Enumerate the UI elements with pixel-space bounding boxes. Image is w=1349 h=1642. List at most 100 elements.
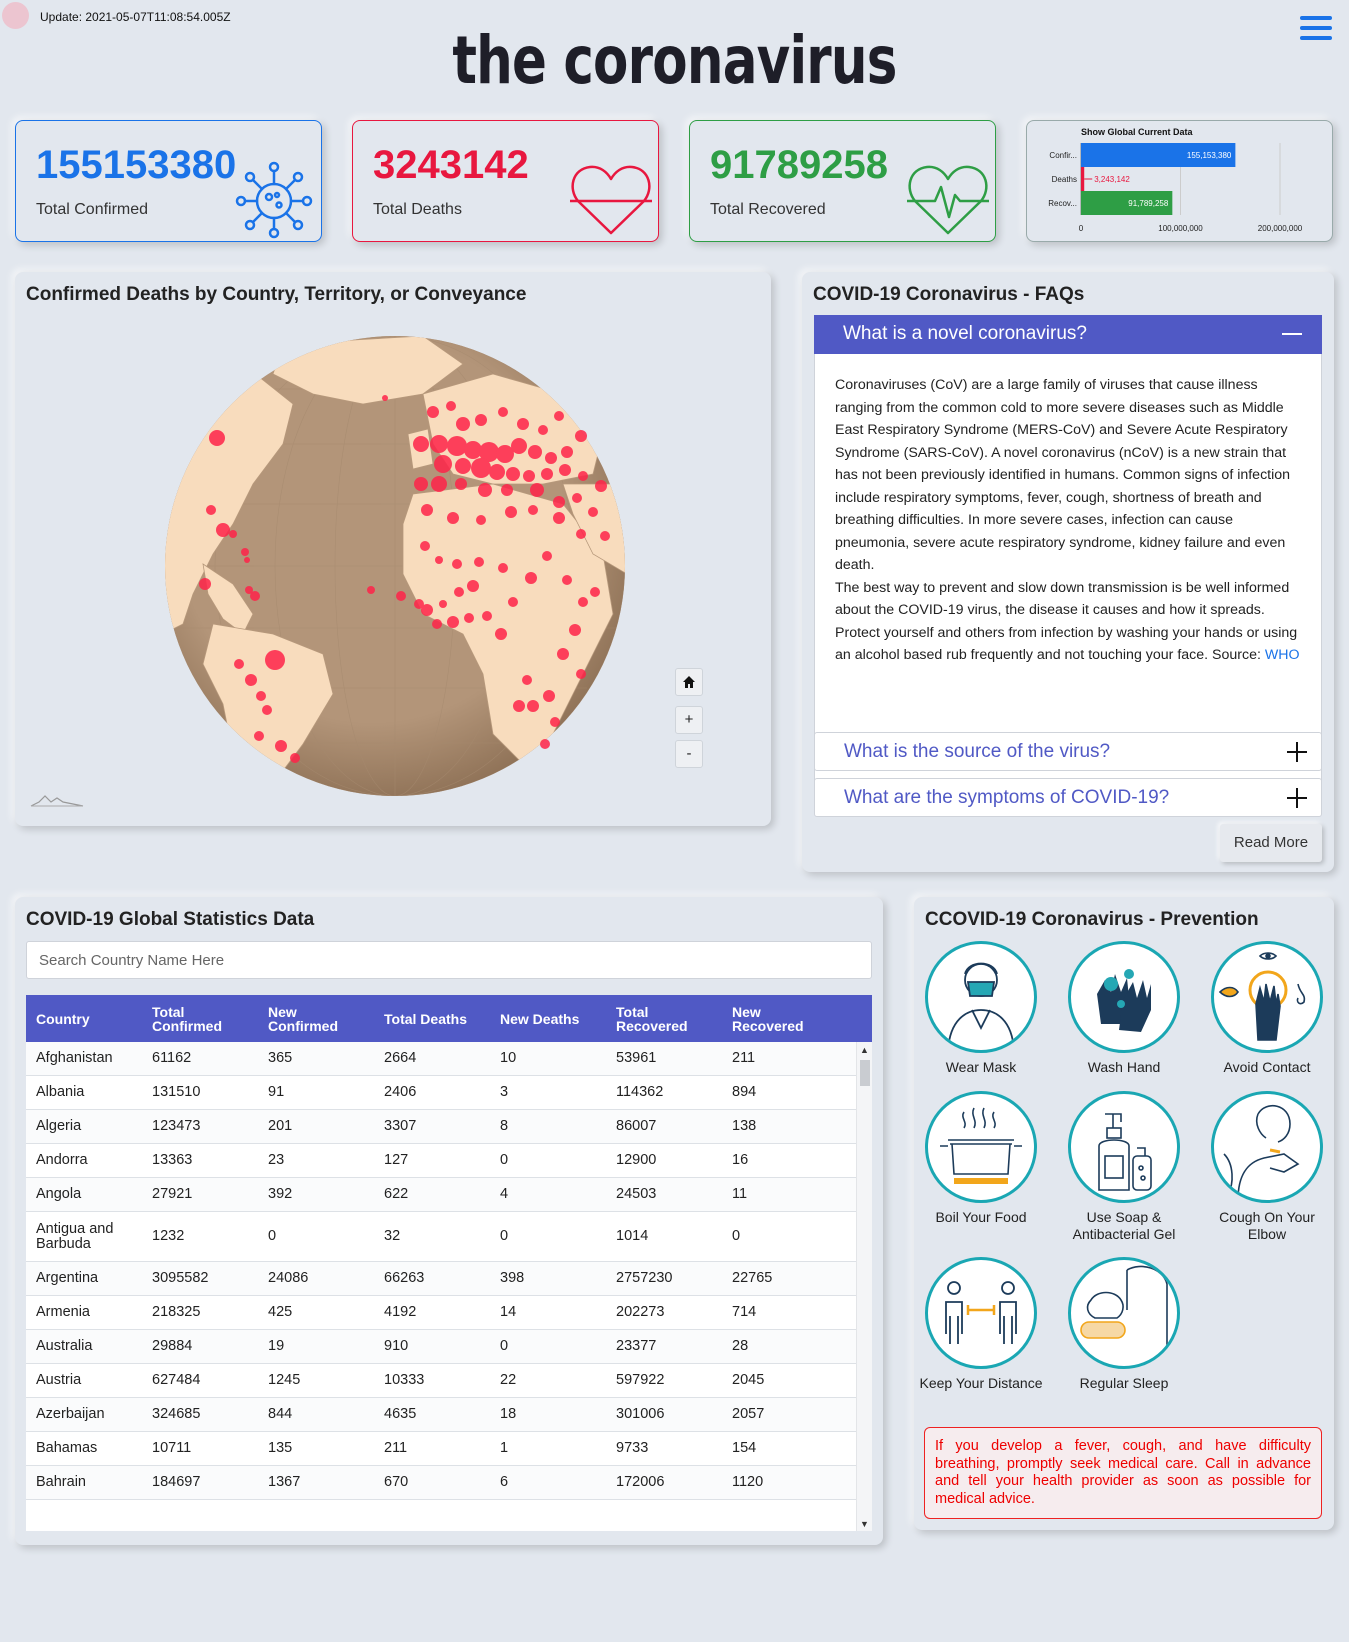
map-death-marker (482, 611, 492, 621)
value-cell: 2406 (384, 1084, 417, 1100)
table-row: Albania 131510 91 2406 3 114362 894 (26, 1076, 856, 1110)
globe-map[interactable] (163, 334, 627, 798)
faq-question-source[interactable]: What is the source of the virus? (814, 732, 1322, 771)
menu-icon[interactable] (1300, 16, 1332, 42)
value-cell: 184697 (152, 1474, 201, 1490)
sleep-icon (1068, 1257, 1180, 1369)
value-cell: 13363 (152, 1152, 193, 1168)
read-more-button[interactable]: Read More (1220, 824, 1322, 862)
value-cell: 910 (384, 1338, 409, 1354)
map-death-marker (447, 436, 467, 456)
column-header[interactable]: Total Confirmed (152, 1003, 222, 1034)
chart-data-label: 3,243,142 (1094, 175, 1130, 184)
value-cell: 4192 (384, 1304, 417, 1320)
value-cell: 2045 (732, 1372, 765, 1388)
map-death-marker (431, 476, 447, 492)
zoom-out-button[interactable]: - (675, 740, 703, 768)
table-scrollbar[interactable]: ▲ ▼ (856, 1042, 872, 1531)
faq-panel: COVID-19 Coronavirus - FAQs What is a no… (802, 272, 1334, 872)
value-cell: 201 (268, 1118, 293, 1134)
map-death-marker (421, 504, 433, 516)
map-death-marker (578, 471, 588, 481)
value-cell: 66263 (384, 1270, 425, 1286)
value-cell: 53961 (616, 1050, 657, 1066)
faq-answer-p2-text: The best way to prevent and slow down tr… (835, 579, 1298, 664)
country-cell: Bahamas (36, 1440, 98, 1456)
prevention-wash-hand: Wash Hand (1057, 941, 1191, 1076)
who-link[interactable]: WHO (1264, 647, 1300, 663)
table-row: Austria 627484 1245 10333 22 597922 2045 (26, 1364, 856, 1398)
faq-question-symptoms[interactable]: What are the symptoms of COVID-19? (814, 778, 1322, 817)
map-death-marker (245, 674, 257, 686)
confirmed-value: 155153380 (36, 143, 237, 187)
column-header[interactable]: Total Recovered (616, 1003, 688, 1034)
country-cell: Azerbaijan (36, 1406, 105, 1422)
column-header[interactable]: New Deaths (500, 1010, 580, 1027)
value-cell: 131510 (152, 1084, 201, 1100)
faq-question-label: What are the symptoms of COVID-19? (844, 787, 1170, 808)
map-death-marker (216, 523, 230, 537)
scroll-up-icon[interactable]: ▲ (860, 1045, 869, 1055)
map-death-marker (414, 599, 424, 609)
map-death-marker (475, 414, 487, 426)
value-cell: 1367 (268, 1474, 301, 1490)
map-death-marker (489, 464, 505, 480)
plus-icon (1287, 788, 1307, 808)
column-header[interactable]: New Confirmed (268, 1003, 338, 1034)
bar-chart: Show Global Current Data 155,153,380 3,24… (1048, 127, 1303, 233)
map-death-marker (545, 452, 557, 464)
country-search-input[interactable] (26, 941, 872, 979)
map-death-marker (421, 604, 433, 616)
deaths-value: 3243142 (373, 143, 529, 187)
country-cell: Argentina (36, 1270, 99, 1286)
country-cell: Antigua and Barbuda (36, 1220, 114, 1252)
value-cell: 127 (384, 1152, 409, 1168)
map-death-marker (456, 417, 470, 431)
map-death-marker (540, 739, 550, 749)
country-cell: Austria (36, 1372, 82, 1388)
value-cell: 11 (732, 1186, 748, 1202)
map-death-marker (435, 556, 443, 564)
map-death-marker (254, 731, 264, 741)
prevention-label: Avoid Contact (1223, 1059, 1311, 1075)
value-cell: 14 (500, 1304, 517, 1320)
table-row: Argentina 3095582 24086 66263 398 2757230 2276… (26, 1262, 856, 1296)
table-row: Australia 29884 19 910 0 23377 28 (26, 1330, 856, 1364)
value-cell: 9733 (616, 1440, 649, 1456)
map-death-marker (199, 578, 211, 590)
value-cell: 1014 (616, 1228, 649, 1244)
column-header[interactable]: Country (36, 1010, 90, 1027)
map-death-marker (569, 624, 581, 636)
zoom-in-button[interactable]: + (675, 706, 703, 734)
map-death-marker (447, 512, 459, 524)
home-button[interactable] (675, 668, 703, 696)
column-header[interactable]: Total Deaths (384, 1010, 467, 1027)
map-death-marker (241, 548, 249, 556)
column-header[interactable]: New Recovered (732, 1003, 804, 1034)
value-cell: 218325 (152, 1304, 201, 1320)
value-cell: 844 (268, 1406, 293, 1422)
distance-icon (925, 1257, 1037, 1369)
faq-answer-p1: Coronaviruses (CoV) are a large family o… (835, 377, 1291, 573)
country-cell: Armenia (36, 1304, 90, 1320)
table-row: Azerbaijan 324685 844 4635 18 301006 2057 (26, 1398, 856, 1432)
chart-data-label: 91,789,258 (1128, 199, 1169, 208)
confirmed-card: 155153380 Total Confirmed (15, 120, 322, 242)
value-cell: 23 (268, 1152, 285, 1168)
map-death-marker (478, 483, 492, 497)
map-death-marker (420, 541, 430, 551)
map-death-marker (508, 597, 518, 607)
update-timestamp: Update: 2021-05-07T11:08:54.005Z (40, 10, 231, 24)
map-death-marker (209, 430, 225, 446)
value-cell: 1232 (152, 1228, 185, 1244)
value-cell: 894 (732, 1084, 757, 1100)
chart-bar (1081, 167, 1085, 191)
scroll-thumb[interactable] (860, 1060, 870, 1086)
prevention-label: Regular Sleep (1079, 1375, 1169, 1391)
map-death-marker (474, 557, 484, 567)
prevention-panel: CCOVID-19 Coronavirus - Prevention Wear … (914, 897, 1334, 1530)
map-death-marker (542, 551, 552, 561)
faq-question-open[interactable]: What is a novel coronavirus? (814, 315, 1322, 354)
scroll-down-icon[interactable]: ▼ (860, 1519, 869, 1529)
pot-icon (925, 1091, 1037, 1203)
